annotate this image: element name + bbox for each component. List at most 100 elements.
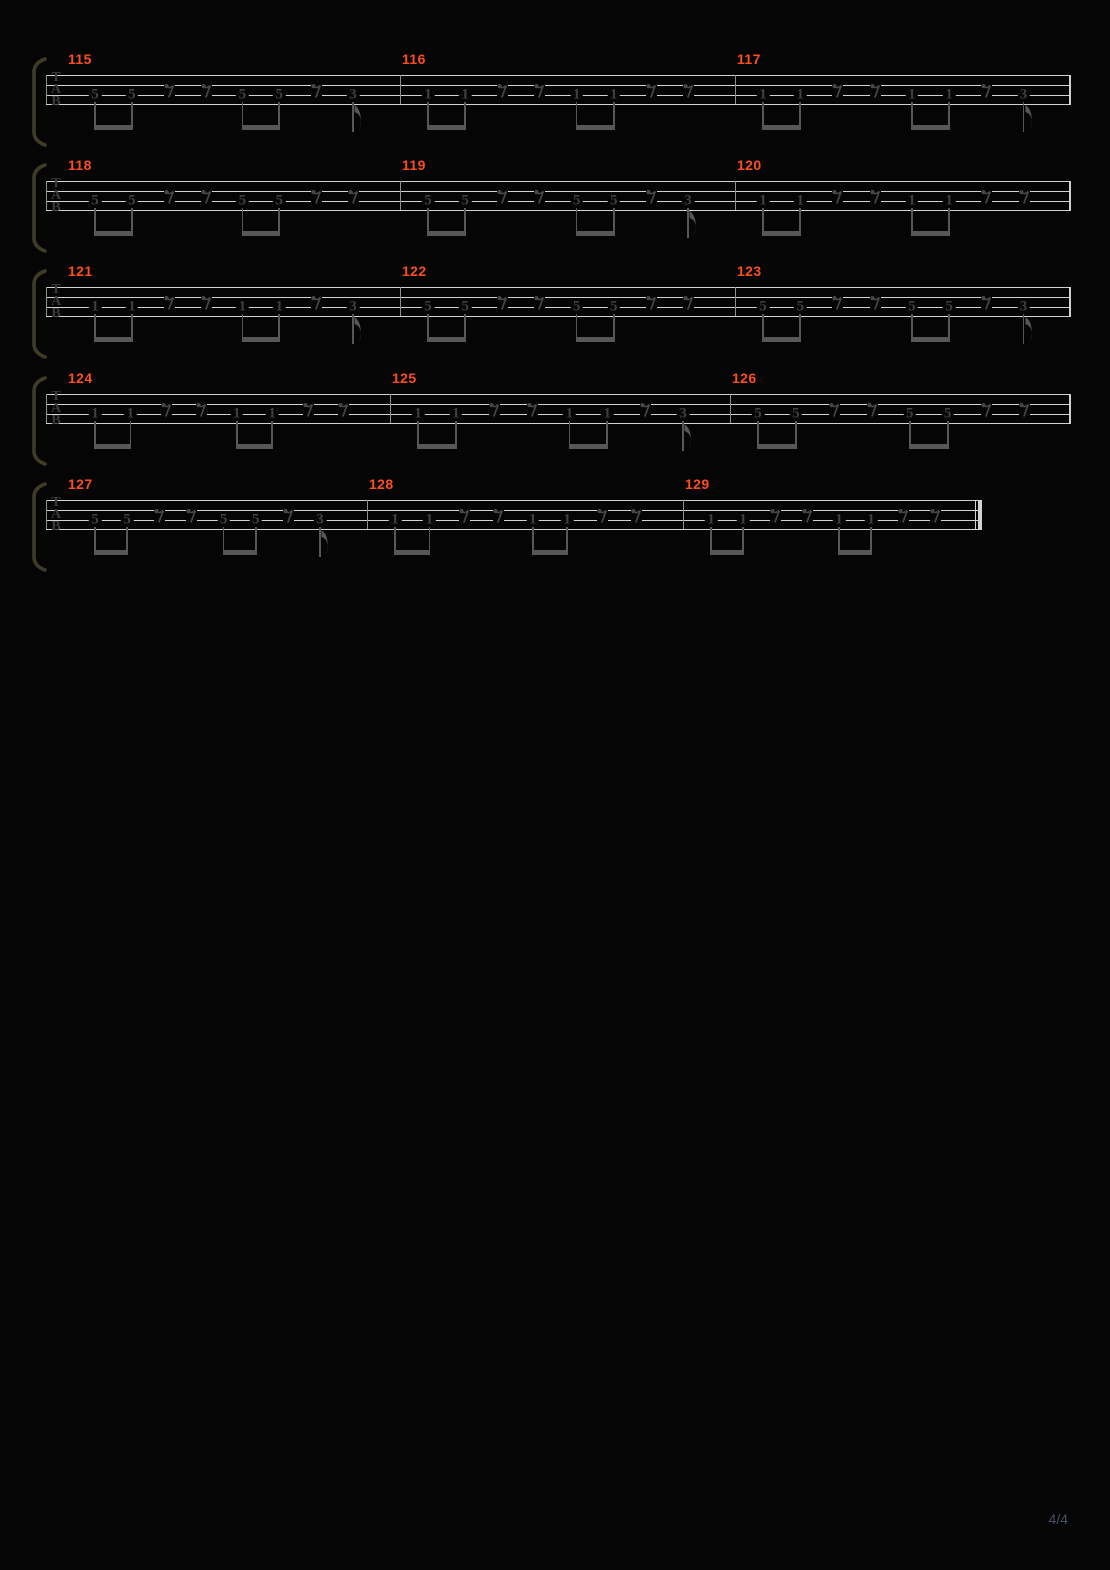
fret-number[interactable]: 1 xyxy=(607,87,620,102)
eighth-rest[interactable] xyxy=(311,295,323,310)
eighth-rest[interactable] xyxy=(631,508,642,523)
eighth-rest[interactable] xyxy=(526,402,538,417)
eighth-rest[interactable] xyxy=(898,508,909,523)
fret-number[interactable]: 1 xyxy=(756,87,770,102)
eighth-rest[interactable] xyxy=(869,83,881,98)
fret-number[interactable]: 3 xyxy=(313,512,327,527)
fret-number[interactable]: 1 xyxy=(736,512,750,527)
fret-number[interactable]: 1 xyxy=(905,193,919,208)
eighth-rest[interactable] xyxy=(930,508,941,523)
eighth-rest[interactable] xyxy=(645,295,657,310)
fret-number[interactable]: 5 xyxy=(756,299,770,314)
fret-number[interactable]: 1 xyxy=(411,406,425,421)
fret-number[interactable]: 5 xyxy=(273,87,286,102)
fret-number[interactable]: 1 xyxy=(905,87,919,102)
eighth-rest[interactable] xyxy=(645,189,657,204)
fret-number[interactable]: 1 xyxy=(704,512,718,527)
eighth-rest[interactable] xyxy=(497,295,509,310)
eighth-rest[interactable] xyxy=(497,189,509,204)
fret-number[interactable]: 5 xyxy=(273,193,286,208)
eighth-rest[interactable] xyxy=(200,295,212,310)
fret-number[interactable]: 5 xyxy=(88,87,102,102)
eighth-rest[interactable] xyxy=(160,402,172,417)
eighth-rest[interactable] xyxy=(534,189,546,204)
fret-number[interactable]: 5 xyxy=(903,406,916,421)
fret-number[interactable]: 1 xyxy=(124,406,137,421)
eighth-rest[interactable] xyxy=(869,189,881,204)
fret-number[interactable]: 1 xyxy=(265,406,279,421)
eighth-rest[interactable] xyxy=(828,402,840,417)
fret-number[interactable]: 3 xyxy=(1017,87,1030,102)
eighth-rest[interactable] xyxy=(770,508,781,523)
eighth-rest[interactable] xyxy=(832,83,844,98)
fret-number[interactable]: 1 xyxy=(942,87,956,102)
fret-number[interactable]: 1 xyxy=(570,87,583,102)
fret-number[interactable]: 3 xyxy=(1017,299,1030,314)
fret-number[interactable]: 5 xyxy=(458,299,472,314)
fret-number[interactable]: 1 xyxy=(560,512,574,527)
fret-number[interactable]: 1 xyxy=(601,406,614,421)
fret-number[interactable]: 1 xyxy=(88,406,102,421)
fret-number[interactable]: 5 xyxy=(421,193,435,208)
eighth-rest[interactable] xyxy=(497,83,509,98)
eighth-rest[interactable] xyxy=(640,402,652,417)
fret-number[interactable]: 5 xyxy=(125,193,139,208)
fret-number[interactable]: 5 xyxy=(120,512,134,527)
eighth-rest[interactable] xyxy=(338,402,349,417)
fret-number[interactable]: 5 xyxy=(88,512,102,527)
eighth-rest[interactable] xyxy=(981,83,993,98)
fret-number[interactable]: 1 xyxy=(864,512,878,527)
fret-number[interactable]: 1 xyxy=(125,299,139,314)
fret-number[interactable]: 5 xyxy=(941,406,954,421)
fret-number[interactable]: 1 xyxy=(421,87,435,102)
fret-number[interactable]: 1 xyxy=(756,193,770,208)
fret-number[interactable]: 1 xyxy=(793,87,807,102)
eighth-rest[interactable] xyxy=(802,508,813,523)
fret-number[interactable]: 5 xyxy=(236,193,249,208)
fret-number[interactable]: 1 xyxy=(793,193,807,208)
eighth-rest[interactable] xyxy=(163,295,175,310)
fret-number[interactable]: 3 xyxy=(681,193,695,208)
fret-number[interactable]: 5 xyxy=(570,299,583,314)
eighth-rest[interactable] xyxy=(981,189,993,204)
eighth-rest[interactable] xyxy=(980,402,992,417)
fret-number[interactable]: 5 xyxy=(458,193,472,208)
fret-number[interactable]: 1 xyxy=(88,299,102,314)
fret-number[interactable]: 3 xyxy=(346,87,360,102)
fret-number[interactable]: 1 xyxy=(942,193,956,208)
fret-number[interactable]: 1 xyxy=(230,406,243,421)
eighth-rest[interactable] xyxy=(1018,402,1030,417)
eighth-rest[interactable] xyxy=(302,402,314,417)
fret-number[interactable]: 5 xyxy=(942,299,956,314)
fret-number[interactable]: 1 xyxy=(563,406,576,421)
fret-number[interactable]: 1 xyxy=(832,512,846,527)
fret-number[interactable]: 1 xyxy=(388,512,402,527)
fret-number[interactable]: 5 xyxy=(607,299,620,314)
eighth-rest[interactable] xyxy=(311,189,323,204)
eighth-rest[interactable] xyxy=(534,295,546,310)
eighth-rest[interactable] xyxy=(534,83,546,98)
fret-number[interactable]: 5 xyxy=(751,406,765,421)
eighth-rest[interactable] xyxy=(832,295,844,310)
fret-number[interactable]: 5 xyxy=(125,87,139,102)
fret-number[interactable]: 5 xyxy=(421,299,435,314)
eighth-rest[interactable] xyxy=(683,83,694,98)
eighth-rest[interactable] xyxy=(488,402,500,417)
fret-number[interactable]: 5 xyxy=(905,299,919,314)
eighth-rest[interactable] xyxy=(186,508,198,523)
eighth-rest[interactable] xyxy=(163,83,175,98)
eighth-rest[interactable] xyxy=(596,508,608,523)
fret-number[interactable]: 1 xyxy=(526,512,539,527)
eighth-rest[interactable] xyxy=(866,402,878,417)
eighth-rest[interactable] xyxy=(493,508,505,523)
fret-number[interactable]: 5 xyxy=(249,512,262,527)
eighth-rest[interactable] xyxy=(282,508,294,523)
eighth-rest[interactable] xyxy=(200,83,212,98)
fret-number[interactable]: 1 xyxy=(458,87,472,102)
eighth-rest[interactable] xyxy=(154,508,166,523)
eighth-rest[interactable] xyxy=(163,189,175,204)
fret-number[interactable]: 5 xyxy=(88,193,102,208)
fret-number[interactable]: 1 xyxy=(236,299,249,314)
fret-number[interactable]: 1 xyxy=(273,299,286,314)
fret-number[interactable]: 5 xyxy=(607,193,620,208)
